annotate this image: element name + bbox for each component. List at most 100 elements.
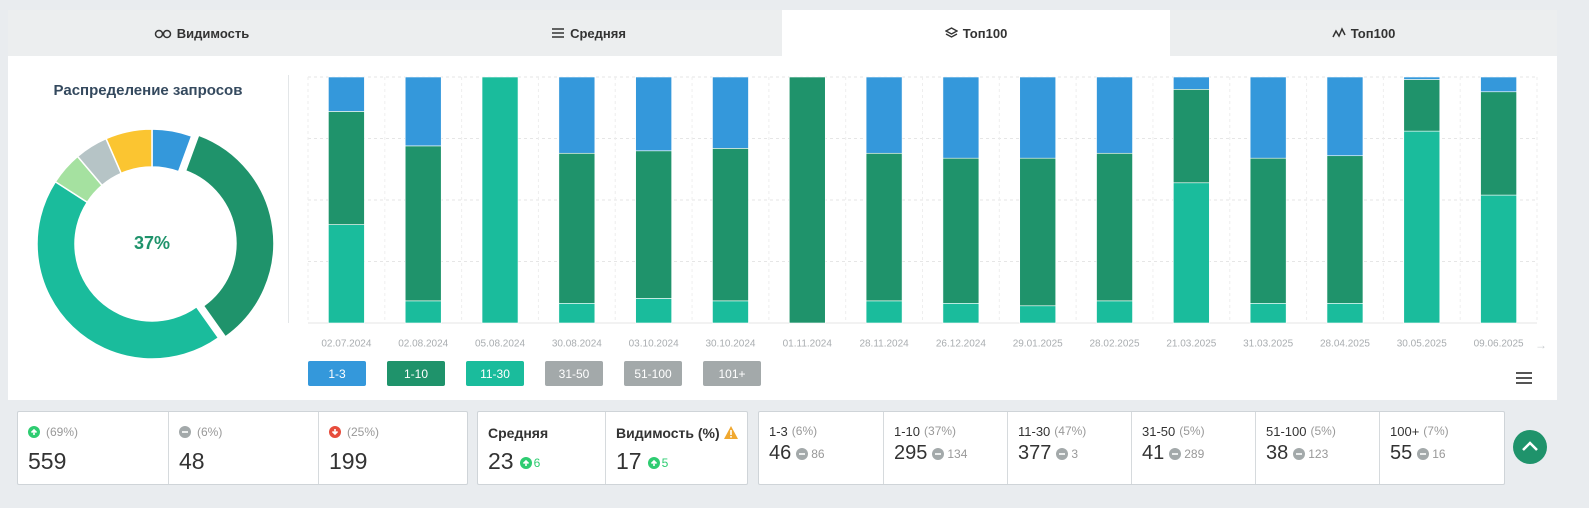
average-delta: 6 [533, 456, 541, 470]
bar-segment [1480, 194, 1517, 324]
scroll-top-button[interactable] [1513, 430, 1547, 464]
range-share: (5%) [1179, 424, 1205, 438]
tab-label[interactable]: Топ100 [962, 25, 1008, 41]
bar-segment [865, 152, 903, 302]
bar-segment [1019, 76, 1057, 159]
range-label: 1-3 [769, 424, 788, 439]
chart-title: Распределение запросов [53, 82, 243, 99]
bar-segment [1019, 305, 1057, 324]
x-tick-label: 03.10.2024 [629, 339, 679, 350]
range-value: 46 [769, 442, 792, 464]
trend-icon [932, 448, 945, 460]
tab[interactable]: Топ100 [1170, 10, 1557, 56]
x-tick-label: 30.10.2024 [705, 339, 755, 350]
tab[interactable]: Видимость [8, 10, 395, 56]
tab-label[interactable]: Топ100 [1350, 25, 1396, 41]
x-tick-label: 31.03.2025 [1243, 339, 1293, 350]
x-tick-label: 30.08.2024 [552, 339, 602, 350]
tab-label[interactable]: Видимость [176, 25, 250, 41]
bar-segment [635, 150, 672, 299]
range-delta: 86 [811, 447, 825, 461]
range-value: 38 [1266, 442, 1289, 464]
range-label: 1-10 [894, 424, 921, 439]
bar-segment [481, 76, 519, 324]
bar-segment [328, 76, 365, 112]
bar-segment [1249, 303, 1287, 324]
trend-icon [179, 426, 191, 438]
stats-cell: (69%) 559 [18, 412, 167, 484]
bar-segment [788, 76, 826, 324]
bar-segment [404, 300, 442, 324]
change-label: (25%) [347, 425, 380, 439]
tab-icon [944, 27, 958, 38]
bar-segment [1403, 79, 1441, 132]
x-tick-label: 28.02.2025 [1090, 339, 1140, 350]
scroll-arrow: → [1535, 338, 1547, 352]
range-label: 31-50 [1142, 424, 1176, 439]
menu-icon[interactable] [1516, 372, 1532, 384]
tab[interactable]: Топ100 [782, 10, 1170, 56]
bar-segment [1326, 155, 1364, 304]
tab[interactable]: Средняя [395, 10, 782, 56]
scroll-top-icon [1522, 441, 1538, 451]
tab-icon [552, 28, 565, 38]
trend-icon [647, 457, 660, 469]
bar-segment [1480, 76, 1517, 93]
warning-icon[interactable] [724, 426, 738, 439]
average-value: 23 [488, 448, 514, 474]
legend-item[interactable]: 11-30 [466, 361, 524, 386]
trend-icon [28, 426, 40, 438]
stats-cell: 31-50 (5%) 41 289 [1131, 412, 1255, 484]
range-share: (37%) [924, 424, 957, 438]
bar-segment [328, 224, 365, 324]
legend-item[interactable]: 1-10 [387, 361, 445, 386]
bar-segment [1019, 157, 1057, 307]
range-label: 100+ [1390, 424, 1420, 439]
stats-cell: 1-3 (6%) 46 86 [759, 412, 882, 484]
bar-segment [1096, 300, 1133, 324]
bar-segment [942, 157, 980, 304]
bar-segment [1173, 182, 1210, 324]
average-label: Видимость (%) [616, 425, 720, 441]
bar-segment [558, 152, 596, 304]
tab-icon [1332, 27, 1346, 38]
x-tick-label: 29.01.2025 [1013, 339, 1063, 350]
legend-item[interactable]: 1-3 [308, 361, 366, 386]
range-delta: 3 [1071, 447, 1079, 461]
count-value: 48 [179, 448, 205, 474]
stats-cell: 11-30 (47%) 377 3 [1007, 412, 1131, 484]
bar-segment [558, 76, 596, 154]
tab-label[interactable]: Средняя [570, 25, 626, 41]
x-tick-label: 26.12.2024 [936, 339, 986, 350]
bar-segment [1403, 76, 1441, 80]
stats-card: 1-3 (6%) 46 86 1-10 (37%) 295 134 11-30 (47%) 377 3… [758, 411, 1505, 485]
range-value: 55 [1390, 442, 1413, 464]
range-delta: 123 [1308, 447, 1329, 461]
stats-cell: 1-10 (37%) 295 134 [883, 412, 1007, 484]
legend-item[interactable]: 51-100 [624, 361, 682, 386]
bar-segment [712, 300, 749, 324]
bar-segment [1096, 152, 1133, 302]
bar-segment [328, 111, 365, 225]
count-value: 559 [28, 448, 67, 474]
donut-segment [105, 128, 153, 175]
range-share: (5%) [1310, 424, 1336, 438]
bar-segment [942, 76, 980, 159]
bar-segment [1173, 76, 1210, 90]
trend-icon [796, 448, 809, 460]
bar-segment [1480, 91, 1517, 196]
range-value: 295 [894, 442, 928, 464]
stats-cell: (25%) 199 [318, 412, 468, 484]
range-share: (47%) [1054, 424, 1087, 438]
tab-icon [154, 29, 172, 39]
stats-card: (69%) 559 (6%) 48 (25%) 199 [17, 411, 468, 485]
bar-segment [1326, 303, 1364, 324]
range-label: 11-30 [1018, 424, 1051, 439]
bar-segment [1403, 130, 1441, 324]
x-tick-label: 21.03.2025 [1166, 339, 1216, 350]
legend-item[interactable]: 31-50 [545, 361, 603, 386]
bar-segment [404, 76, 442, 147]
legend-item[interactable]: 101+ [703, 361, 761, 386]
donut-segment [184, 134, 275, 338]
range-value: 377 [1018, 442, 1052, 464]
